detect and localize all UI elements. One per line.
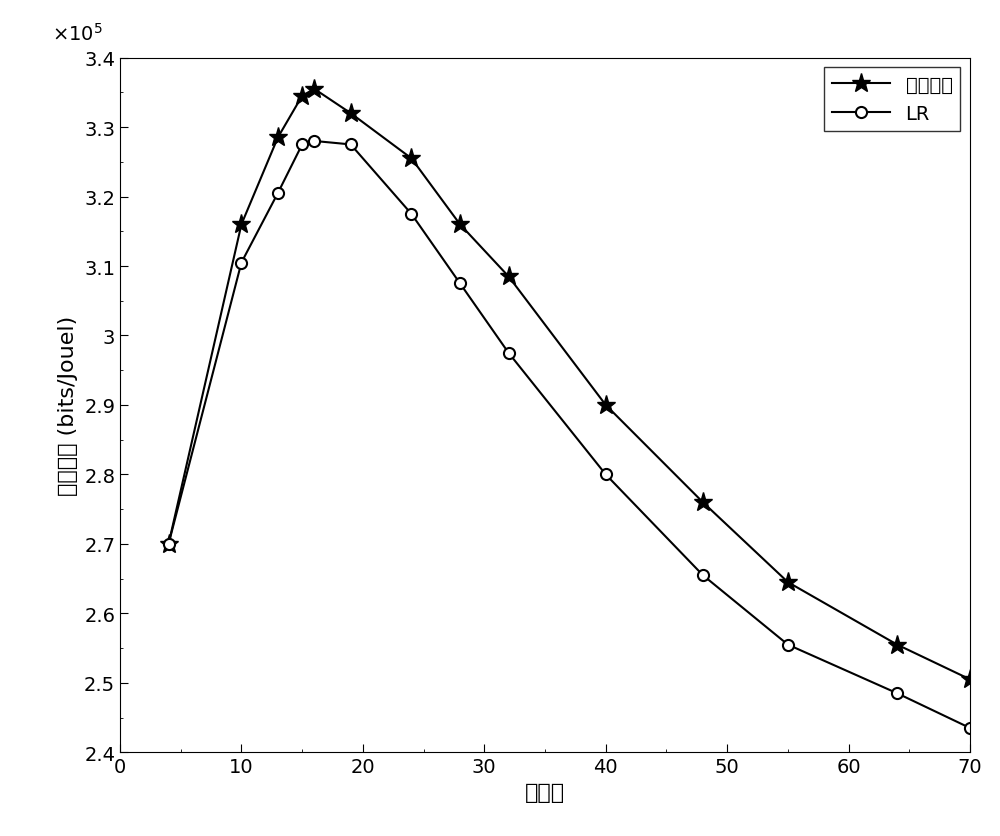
所提算法	[697, 497, 709, 507]
所提算法	[454, 220, 466, 230]
Text: $\times 10^5$: $\times 10^5$	[52, 23, 103, 44]
LR	[600, 470, 612, 480]
所提算法	[600, 400, 612, 410]
LR	[454, 279, 466, 289]
所提算法	[782, 578, 794, 588]
所提算法	[235, 220, 247, 230]
LR	[405, 210, 417, 220]
LR	[163, 539, 175, 549]
LR	[891, 688, 903, 698]
Y-axis label: 平均能效 (bits/Jouel): 平均能效 (bits/Jouel)	[58, 315, 78, 496]
所提算法	[964, 675, 976, 685]
X-axis label: 天线数: 天线数	[525, 782, 565, 802]
LR	[272, 189, 284, 199]
LR	[308, 137, 320, 147]
所提算法	[891, 640, 903, 650]
所提算法	[163, 539, 175, 549]
LR	[296, 140, 308, 150]
所提算法	[308, 84, 320, 94]
Line: LR: LR	[163, 136, 976, 734]
LR	[964, 723, 976, 733]
所提算法	[405, 154, 417, 164]
LR	[235, 258, 247, 268]
Legend: 所提算法, LR: 所提算法, LR	[824, 69, 960, 131]
所提算法	[503, 272, 515, 282]
LR	[503, 349, 515, 359]
LR	[697, 570, 709, 580]
LR	[345, 140, 357, 150]
Line: 所提算法: 所提算法	[159, 80, 980, 689]
所提算法	[345, 109, 357, 119]
所提算法	[296, 92, 308, 102]
所提算法	[272, 133, 284, 143]
LR	[782, 640, 794, 650]
